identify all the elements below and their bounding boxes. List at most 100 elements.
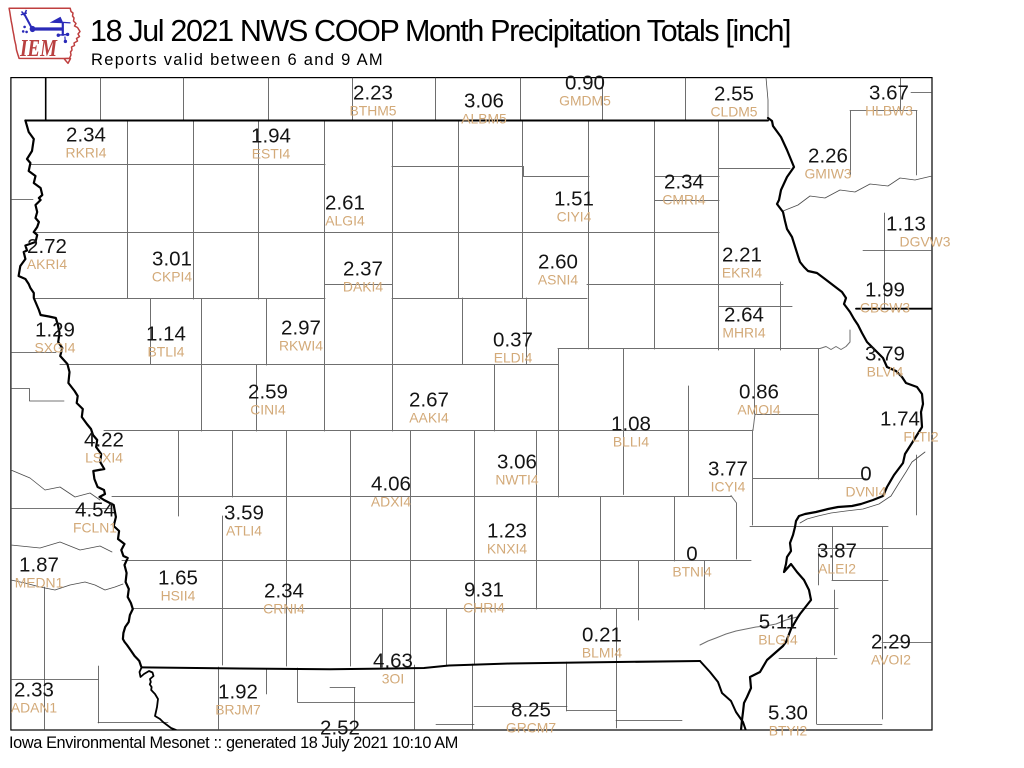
svg-text:RKWI4: RKWI4	[279, 338, 323, 354]
svg-text:0: 0	[860, 463, 871, 486]
svg-text:8.25: 8.25	[511, 699, 551, 722]
svg-text:2.64: 2.64	[724, 304, 764, 327]
svg-text:2.97: 2.97	[281, 317, 321, 340]
svg-text:3.67: 3.67	[869, 82, 909, 105]
svg-text:CRNI4: CRNI4	[263, 601, 305, 617]
svg-text:1.29: 1.29	[35, 319, 75, 342]
svg-text:MEDN1: MEDN1	[15, 575, 64, 591]
svg-text:1.94: 1.94	[251, 125, 291, 148]
svg-text:CIYI4: CIYI4	[557, 209, 592, 225]
svg-text:SXGI4: SXGI4	[35, 340, 76, 356]
svg-text:EKRI4: EKRI4	[722, 265, 762, 281]
svg-text:0.21: 0.21	[582, 624, 622, 647]
svg-text:5.30: 5.30	[768, 702, 808, 725]
svg-text:BLLI4: BLLI4	[613, 434, 650, 450]
svg-text:2.72: 2.72	[27, 235, 67, 258]
svg-text:2.55: 2.55	[714, 83, 754, 106]
svg-text:2.34: 2.34	[664, 171, 704, 194]
svg-text:3.59: 3.59	[224, 502, 264, 525]
svg-text:2.37: 2.37	[343, 258, 383, 281]
svg-text:BTHM5: BTHM5	[349, 103, 396, 119]
svg-text:0: 0	[686, 543, 697, 566]
svg-text:HSII4: HSII4	[161, 588, 196, 604]
svg-text:5.11: 5.11	[759, 611, 797, 634]
svg-text:NWTI4: NWTI4	[495, 472, 538, 488]
svg-text:ATLI4: ATLI4	[226, 523, 262, 539]
svg-text:0.90: 0.90	[565, 72, 605, 95]
svg-text:RKRI4: RKRI4	[66, 145, 107, 161]
svg-text:BTLI4: BTLI4	[147, 344, 184, 360]
svg-text:BLMI4: BLMI4	[582, 645, 622, 661]
svg-text:BTNI4: BTNI4	[672, 564, 712, 580]
svg-text:ALEI2: ALEI2	[818, 561, 856, 577]
svg-text:GMDM5: GMDM5	[559, 93, 611, 109]
svg-text:0.86: 0.86	[739, 381, 779, 404]
svg-text:AAKI4: AAKI4	[409, 410, 449, 426]
svg-text:3.87: 3.87	[817, 540, 857, 563]
svg-text:GMIW3: GMIW3	[804, 166, 851, 182]
svg-text:3.06: 3.06	[464, 90, 504, 113]
svg-text:2.61: 2.61	[325, 192, 365, 215]
svg-text:BRJM7: BRJM7	[215, 702, 261, 718]
svg-text:1.87: 1.87	[19, 554, 59, 577]
svg-text:1.74: 1.74	[880, 408, 920, 431]
svg-text:2.29: 2.29	[871, 631, 911, 654]
svg-text:4.54: 4.54	[75, 499, 115, 522]
svg-text:CINI4: CINI4	[250, 402, 286, 418]
svg-text:2.21: 2.21	[722, 244, 762, 267]
svg-text:CHRI4: CHRI4	[463, 600, 505, 616]
svg-text:CBCW3: CBCW3	[860, 300, 910, 316]
svg-text:CLDM5: CLDM5	[710, 104, 757, 120]
svg-text:3.77: 3.77	[708, 458, 748, 481]
svg-text:1.65: 1.65	[158, 567, 198, 590]
svg-text:2.67: 2.67	[409, 389, 449, 412]
svg-text:HLBW3: HLBW3	[865, 103, 913, 119]
svg-text:BTYI2: BTYI2	[769, 723, 808, 739]
svg-text:BLGI4: BLGI4	[758, 632, 798, 648]
svg-text:ELDI4: ELDI4	[494, 350, 533, 366]
svg-text:1.92: 1.92	[218, 681, 258, 704]
svg-text:DAKI4: DAKI4	[343, 279, 383, 295]
svg-text:ADXI4: ADXI4	[371, 494, 411, 510]
svg-text:MHRI4: MHRI4	[722, 325, 765, 341]
svg-text:9.31: 9.31	[464, 579, 504, 602]
svg-text:3.06: 3.06	[497, 451, 537, 474]
svg-text:AKRI4: AKRI4	[27, 256, 67, 272]
svg-text:IEM: IEM	[19, 36, 58, 62]
svg-text:1.99: 1.99	[865, 279, 905, 302]
svg-text:GRCM7: GRCM7	[506, 720, 556, 736]
svg-text:2.52: 2.52	[320, 717, 360, 740]
svg-text:ESTI4: ESTI4	[252, 146, 291, 162]
svg-text:CMRI4: CMRI4	[662, 192, 705, 208]
svg-text:ADAN1: ADAN1	[11, 700, 58, 716]
svg-text:AMOI4: AMOI4	[737, 402, 780, 418]
svg-text:AVOI2: AVOI2	[871, 652, 911, 668]
svg-text:ASNI4: ASNI4	[538, 272, 578, 288]
svg-text:1.13: 1.13	[886, 213, 926, 236]
svg-text:1.23: 1.23	[487, 520, 527, 543]
svg-text:3.79: 3.79	[865, 343, 905, 366]
svg-text:ALGI4: ALGI4	[325, 213, 365, 229]
svg-text:2.59: 2.59	[248, 381, 288, 404]
svg-text:3OI: 3OI	[382, 671, 404, 687]
svg-text:DGVW3: DGVW3	[900, 234, 951, 250]
svg-text:3.01: 3.01	[152, 248, 192, 271]
svg-text:FLTI2: FLTI2	[903, 429, 939, 445]
svg-text:2.34: 2.34	[264, 580, 304, 603]
svg-text:1.14: 1.14	[146, 323, 186, 346]
svg-text:2.26: 2.26	[808, 145, 848, 168]
svg-text:1.51: 1.51	[554, 188, 594, 211]
svg-text:LSXI4: LSXI4	[85, 450, 123, 466]
svg-text:BLVI4: BLVI4	[867, 364, 904, 380]
svg-text:2.34: 2.34	[66, 124, 106, 147]
svg-text:4.22: 4.22	[84, 429, 124, 452]
svg-text:2.60: 2.60	[538, 251, 578, 274]
svg-text:ALBM5: ALBM5	[461, 111, 507, 127]
svg-text:2.33: 2.33	[14, 679, 54, 702]
svg-text:1.08: 1.08	[611, 413, 651, 436]
svg-text:2.23: 2.23	[353, 82, 393, 105]
svg-text:0.37: 0.37	[493, 329, 533, 352]
svg-text:CKPI4: CKPI4	[152, 269, 192, 285]
svg-text:DVNI4: DVNI4	[846, 484, 887, 500]
svg-text:4.06: 4.06	[371, 473, 411, 496]
